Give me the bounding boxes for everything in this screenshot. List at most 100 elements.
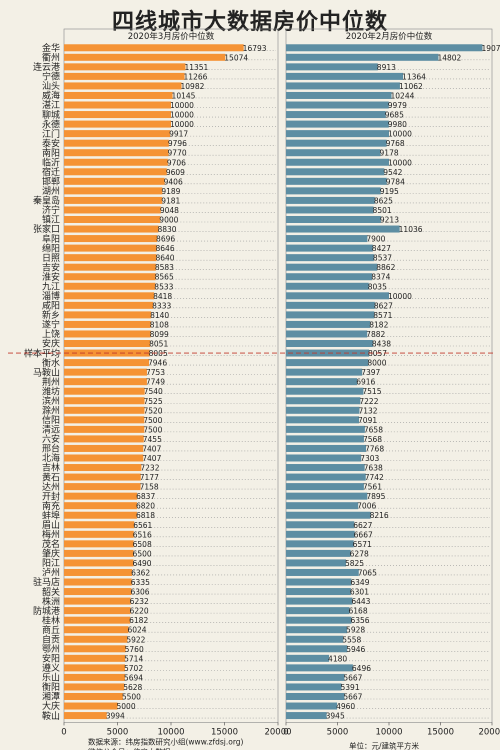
bar-right	[286, 254, 374, 262]
panel-title-left: 2020年3月房价中位数	[128, 31, 215, 42]
value-label-right: 7638	[364, 464, 383, 473]
value-label-left: 8646	[156, 244, 175, 253]
bar-left	[64, 282, 156, 290]
bar-left	[64, 502, 137, 510]
bar-left	[64, 130, 171, 138]
bar-left	[64, 292, 155, 300]
bar-left	[64, 320, 151, 328]
bar-right	[286, 63, 378, 71]
value-label-right: 7882	[366, 330, 385, 339]
tick-label-right: 15000	[427, 727, 454, 737]
value-label-right: 6356	[350, 616, 369, 625]
value-label-right: 5825	[345, 559, 364, 568]
category-label: 日照	[42, 253, 60, 264]
bar-left	[64, 616, 131, 624]
bar-right	[286, 244, 373, 252]
bar-right	[286, 349, 369, 357]
value-label-left: 8640	[155, 254, 174, 263]
bar-left	[64, 435, 144, 443]
category-label: 达州	[42, 481, 60, 493]
category-label: 永德	[42, 118, 60, 130]
bar-left	[64, 53, 226, 61]
tick-label-right: 5000	[327, 727, 349, 737]
bar-left	[64, 44, 244, 52]
bar-right	[286, 483, 364, 491]
bar-left	[64, 521, 135, 529]
value-label-left: 9609	[166, 168, 185, 177]
value-label-right: 7397	[361, 368, 380, 377]
value-label-right: 19074	[481, 44, 500, 53]
value-label-right: 8537	[373, 254, 392, 263]
value-label-right: 5667	[343, 673, 362, 682]
value-label-right: 4180	[328, 654, 347, 663]
category-label: 淄博	[42, 290, 60, 302]
value-label-right: 7222	[359, 397, 378, 406]
value-label-left: 7158	[140, 483, 159, 492]
value-label-right: 9542	[383, 168, 402, 177]
value-label-left: 7520	[143, 406, 162, 415]
bar-left	[64, 416, 145, 424]
bar-left	[64, 215, 161, 223]
value-label-left: 6024	[127, 626, 146, 635]
value-label-right: 7303	[360, 454, 379, 463]
bar-right	[286, 540, 354, 548]
value-label-left: 8051	[149, 340, 168, 349]
bar-right	[286, 101, 389, 109]
value-label-left: 7407	[142, 454, 161, 463]
bar-left	[64, 120, 171, 128]
bar-right	[286, 712, 327, 720]
bar-left	[64, 82, 182, 90]
value-label-left: 8005	[149, 349, 168, 358]
bar-right	[286, 149, 381, 157]
bar-left	[64, 235, 158, 243]
value-label-left: 9048	[160, 206, 179, 215]
bar-right	[286, 368, 363, 376]
value-label-right: 6278	[350, 549, 369, 558]
bar-right	[286, 206, 374, 214]
category-label: 安阳	[42, 653, 60, 665]
category-label: 遂宁	[42, 319, 60, 331]
bar-left	[64, 301, 154, 309]
category-label: 聊城	[42, 109, 60, 121]
tick-label-left: 5000	[107, 727, 129, 737]
value-label-right: 6667	[354, 530, 373, 539]
bar-right	[286, 378, 358, 386]
value-label-left: 6490	[132, 559, 151, 568]
bar-right	[286, 44, 483, 52]
value-label-right: 4960	[336, 702, 355, 711]
bar-right	[286, 82, 400, 90]
value-label-left: 8830	[157, 225, 176, 234]
bar-left	[64, 511, 137, 519]
bar-left	[64, 568, 133, 576]
value-label-right: 7515	[362, 387, 381, 396]
bar-left	[64, 578, 132, 586]
category-label: 咸阳	[42, 300, 60, 312]
category-label: 吉安	[42, 261, 60, 273]
value-label-left: 6516	[133, 530, 152, 539]
tick-label-left: 0	[61, 727, 66, 737]
bar-left	[64, 530, 134, 538]
bar-right	[286, 158, 389, 166]
bar-left	[64, 645, 126, 653]
bar-left	[64, 540, 134, 548]
bar-right	[286, 645, 348, 653]
value-label-right: 7895	[366, 492, 385, 501]
category-label: 桂林	[42, 614, 60, 626]
value-label-left: 8108	[150, 320, 169, 329]
tick-label-left: 15000	[211, 727, 238, 737]
bar-left	[64, 483, 141, 491]
value-label-left: 8140	[150, 311, 169, 320]
category-label: 湘潭	[42, 691, 60, 703]
value-label-left: 5500	[122, 692, 141, 701]
bar-right	[286, 597, 353, 605]
value-label-left: 9770	[168, 149, 187, 158]
value-label-left: 5628	[123, 683, 142, 692]
value-label-left: 6837	[136, 492, 155, 501]
value-label-left: 7525	[144, 397, 163, 406]
category-label: 信阳	[42, 414, 60, 426]
category-label: 北海	[42, 452, 60, 464]
bar-left	[64, 702, 118, 710]
category-label: 绵阳	[42, 242, 60, 254]
category-label: 黄石	[42, 471, 60, 483]
bar-left	[64, 406, 145, 414]
